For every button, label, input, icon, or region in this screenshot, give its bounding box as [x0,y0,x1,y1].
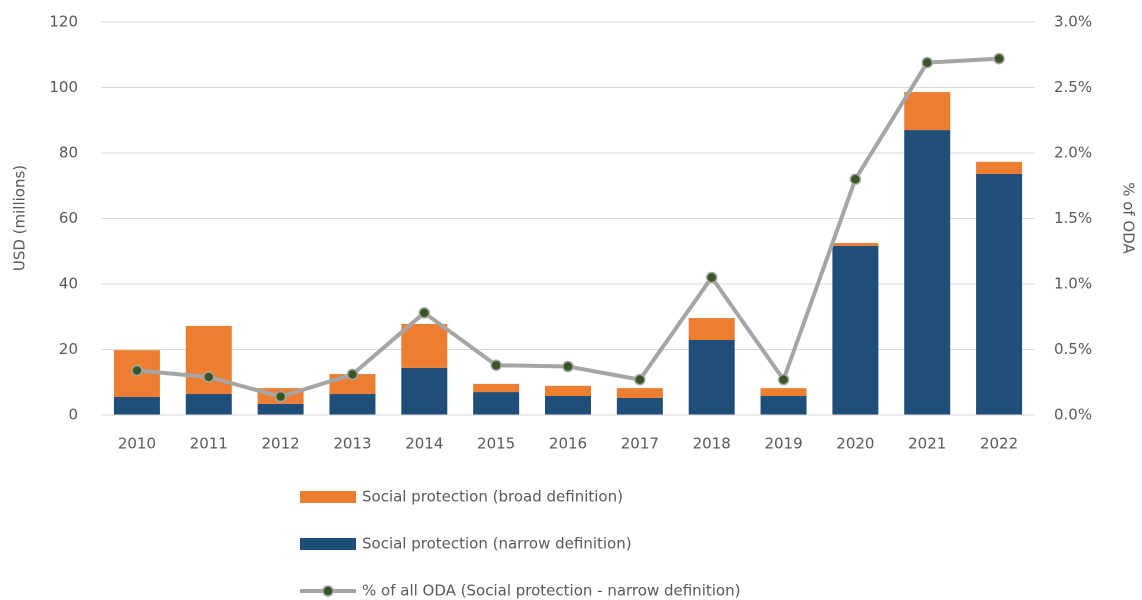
line-marker [274,390,287,403]
line-marker [921,56,933,69]
bar-segment [976,173,1023,415]
x-tick-label: 2022 [980,435,1018,453]
x-tick-label: 2021 [908,435,946,453]
bar-segment [401,367,448,415]
bar-segment [832,246,879,415]
line-marker [777,373,790,386]
x-tick-label: 2019 [764,435,802,453]
bar-segment [545,396,591,415]
bar-segment [185,325,232,395]
legend-label: % of all ODA (Social protection - narrow… [362,582,740,600]
legend-label: Social protection (narrow definition) [362,535,632,553]
bar-segment [832,243,879,247]
line-marker [634,373,646,386]
bar-segment [257,403,304,415]
line-marker [705,271,718,284]
x-tick-label: 2015 [477,435,515,453]
x-tick-label: 2014 [405,435,443,453]
bar-segment [760,396,807,415]
line-marker [993,52,1005,65]
line-marker [490,359,502,371]
bar-segment [688,340,735,415]
y2-tick-label: 2.0% [1054,144,1092,162]
bar-segment [473,392,520,415]
y2-tick-label: 3.0% [1054,13,1092,31]
line-marker [203,371,215,383]
bar-segment [976,161,1023,174]
line-marker [562,360,574,373]
bar-segment [473,383,520,393]
line-marker [346,368,359,381]
x-tick-label: 2017 [621,435,659,453]
y2-tick-label: 1.5% [1054,209,1092,227]
bar-segment [904,130,951,415]
legend-marker [322,585,334,597]
bar-segment [616,388,663,398]
y-tick-label: 40 [59,275,78,293]
y2-tick-label: 0.5% [1054,340,1092,358]
bar-segment [545,385,591,397]
y2-axis-label: % of ODA [1120,182,1138,254]
y-tick-label: 20 [59,340,78,358]
line-marker [418,307,431,319]
y2-tick-label: 2.5% [1054,78,1092,96]
y-tick-label: 100 [49,78,78,96]
legend-swatch [300,491,356,503]
line-marker [131,364,143,377]
y-tick-label: 120 [49,13,78,31]
bar-segment [401,323,448,368]
x-tick-label: 2011 [190,435,228,453]
legend-label: Social protection (broad definition) [362,488,623,506]
x-tick-label: 2016 [549,435,587,453]
y-tick-label: 80 [59,144,78,162]
bar-segment [904,92,951,131]
bar-segment [329,394,376,415]
line-marker [849,173,862,185]
bar-segment [185,394,232,415]
x-tick-label: 2013 [333,435,371,453]
bar-segment [760,388,807,397]
bar-segment [616,397,663,415]
x-tick-label: 2010 [118,435,156,453]
y-axis-label: USD (millions) [11,165,29,271]
bar-segment [113,396,160,415]
legend-swatch [300,538,356,550]
x-tick-label: 2012 [262,435,300,453]
x-tick-label: 2020 [836,435,874,453]
bar-segment [688,318,735,341]
y2-tick-label: 1.0% [1054,275,1092,293]
y2-tick-label: 0.0% [1054,406,1092,424]
x-tick-label: 2018 [693,435,731,453]
y-tick-label: 0 [68,406,78,424]
y-tick-label: 60 [59,209,78,227]
